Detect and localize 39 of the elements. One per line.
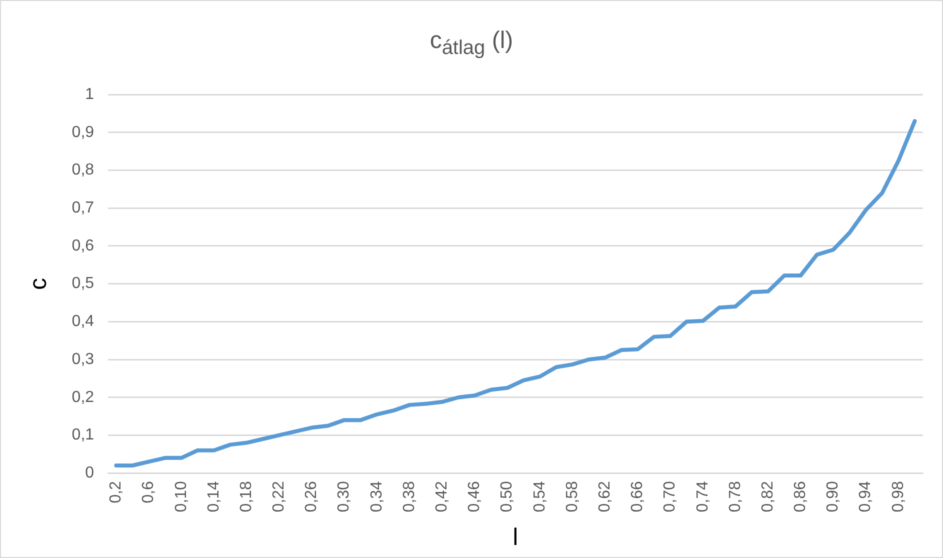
y-tick-label: 0,9 <box>72 124 94 141</box>
y-tick-label: 0,4 <box>72 313 94 330</box>
y-tick-label: 0 <box>85 464 94 482</box>
x-tick-label: 0,74 <box>694 480 712 512</box>
x-tick-label: 0,98 <box>890 480 907 512</box>
x-tick-label: 0,6 <box>140 480 158 504</box>
x-tick-label: 0,94 <box>857 480 874 512</box>
x-tick-label: 0,50 <box>498 480 516 512</box>
x-tick-label: 0,58 <box>564 480 581 512</box>
x-tick-label: 0,62 <box>596 480 614 512</box>
x-tick-label: 0,42 <box>434 480 451 512</box>
x-axis-title: l <box>512 524 518 552</box>
x-tick-label: 0,82 <box>759 480 776 512</box>
y-tick-label: 0,3 <box>72 350 94 368</box>
y-tick-label: 0,8 <box>72 162 94 179</box>
y-tick-label: 0,7 <box>72 200 94 217</box>
y-tick-label: 0,2 <box>72 388 94 406</box>
y-tick-label: 1 <box>85 86 94 104</box>
x-tick-label: 0,54 <box>531 480 548 512</box>
x-tick-label: 0,34 <box>368 480 386 512</box>
x-tick-label: 0,78 <box>726 480 744 512</box>
x-tick-label: 0,90 <box>824 480 842 512</box>
x-tick-label: 0,10 <box>172 480 190 512</box>
x-tick-label: 0,30 <box>336 480 353 512</box>
y-axis-title: c <box>25 278 52 290</box>
x-tick-label: 0,66 <box>629 480 646 512</box>
y-tick-label: 0,5 <box>72 275 94 292</box>
y-tick-label: 0,1 <box>72 426 94 444</box>
x-tick-label: 0,14 <box>205 480 222 512</box>
x-tick-label: 0,70 <box>662 480 679 512</box>
x-tick-label: 0,22 <box>270 480 288 512</box>
y-tick-label: 0,6 <box>72 237 94 254</box>
chart-title: c$_{átlag}$ (l) <box>428 27 514 60</box>
x-tick-label: 0,86 <box>792 480 810 512</box>
x-tick-label: 0,26 <box>303 480 320 512</box>
x-tick-label: 0,18 <box>238 480 255 512</box>
x-tick-label: 0,46 <box>466 480 484 512</box>
x-tick-label: 0,38 <box>400 480 418 512</box>
x-tick-label: 0,2 <box>108 480 125 504</box>
